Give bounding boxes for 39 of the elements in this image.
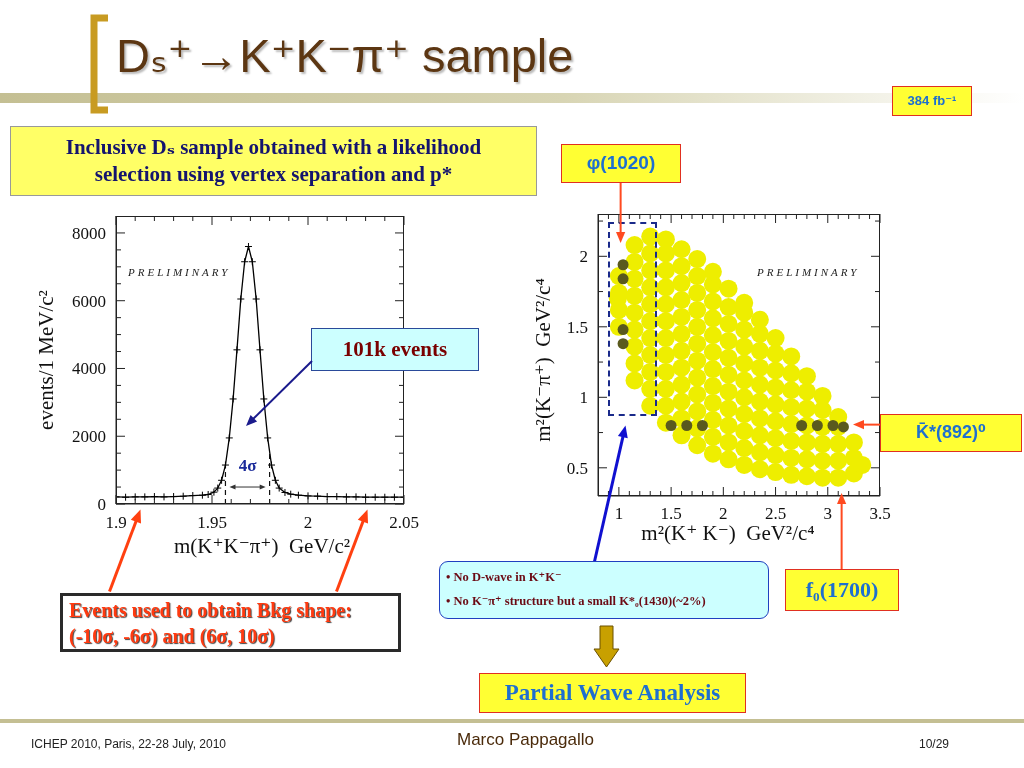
annotation: PRELIMINARY — [128, 266, 231, 280]
y-tick-label: 4000 — [72, 359, 106, 379]
annotation: PRELIMINARY — [757, 266, 860, 280]
text: Partial Wave Analysis — [504, 679, 721, 708]
chart-title: Dₛ⁺→K⁺K⁻π⁺ sample — [116, 28, 574, 84]
x-tick-label: 2.5 — [764, 504, 787, 523]
annotation: 4σ — [237, 456, 258, 476]
x-tick-label: 3 — [823, 504, 833, 523]
y-tick-label: 0.5 — [566, 458, 588, 478]
text: φ(1020) — [586, 151, 656, 176]
y-tick-label: 2000 — [72, 427, 106, 447]
text: f₀(1700) — [805, 575, 879, 604]
x-tick-label: 1.9 — [105, 513, 127, 532]
text: 384 fb⁻¹ — [907, 92, 957, 110]
note-box: • No D-wave in K⁺K⁻ • No K⁻π⁺ structure but a small K*₀(1430)(~2%) — [439, 561, 769, 619]
x-tick-label: 1.95 — [197, 513, 227, 532]
text: 10/29 — [919, 737, 950, 752]
x-tick-label: 2.05 — [389, 513, 419, 532]
y-tick-label: 0 — [97, 494, 106, 514]
y-tick-label: 1 — [579, 388, 588, 408]
annotation: 101k events — [342, 335, 448, 363]
x-tick-label: 1 — [614, 504, 624, 523]
text: Marco Pappagallo — [457, 730, 595, 751]
y-tick-label: 6000 — [72, 291, 106, 311]
x-tick-label: 3.5 — [869, 504, 891, 523]
y-tick-label: 8000 — [72, 223, 106, 243]
x-axis-title: m(K⁺K⁻π⁺) GeV/c² — [173, 534, 351, 558]
text: K̄*(892)⁰ — [916, 421, 986, 445]
y-tick-label: 2 — [579, 247, 588, 267]
x-tick-label: 1.5 — [660, 504, 682, 523]
text: ICHEP 2010, Paris, 22-28 July, 2010 — [31, 737, 226, 752]
text: Events used to obtain Bkg shape: (-10σ, -6σ) and (6σ, 10σ) — [69, 597, 353, 649]
chart-subtitle: Inclusive Dₛ sample obtained with a likelihood selection using vertex separation and p* — [64, 133, 483, 188]
x-tick-label: 2 — [303, 513, 313, 532]
x-tick-label: 2 — [719, 504, 728, 523]
x-axis-title: m²(K⁺ K⁻) GeV²/c⁴ — [641, 521, 815, 545]
y-tick-label: 1.5 — [566, 317, 588, 337]
y-axis-title: m²(K⁻π⁺) GeV²/c⁴ — [530, 278, 555, 442]
y-axis-title: events/1 MeV/c² — [33, 290, 58, 430]
